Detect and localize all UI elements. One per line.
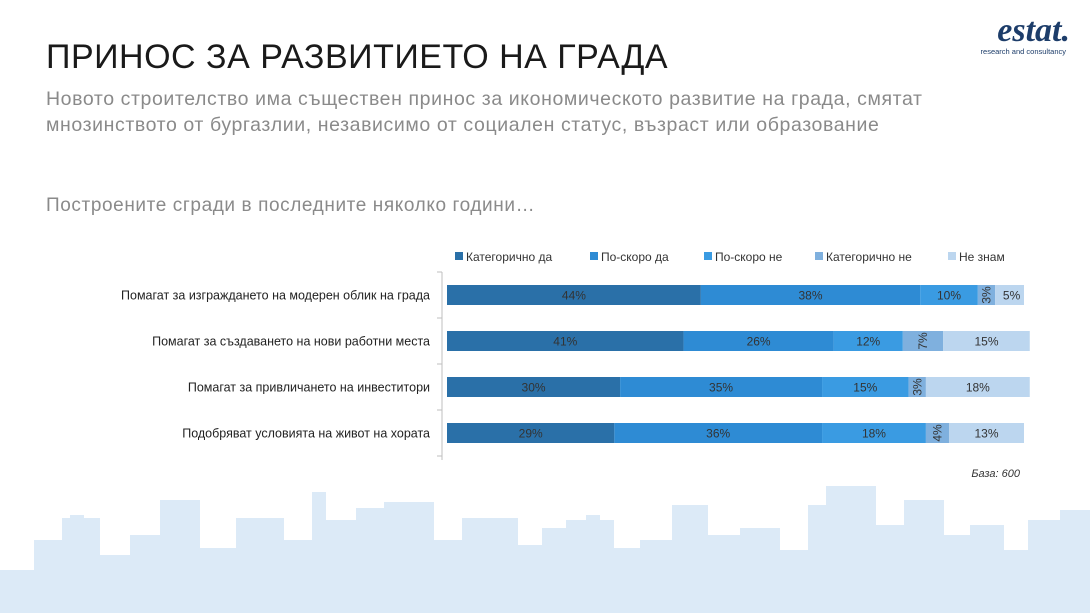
data-label: 13% (974, 427, 998, 441)
bar-segment (700, 285, 921, 305)
data-label: 12% (856, 335, 880, 349)
data-label: 30% (522, 381, 546, 395)
category-label: Помагат за създаването на нови работни м… (152, 335, 430, 349)
data-label: 7% (916, 332, 930, 350)
category-label: Подобряват условията на живот на хората (182, 427, 430, 441)
data-label: 3% (979, 286, 993, 304)
legend-label: Категорично да (466, 250, 552, 264)
data-label: 38% (798, 289, 822, 303)
logo-tagline: research and consultancy (980, 47, 1066, 56)
building-shape (70, 515, 84, 523)
question-text: Построените сгради в последните няколко … (46, 195, 536, 216)
bar-segment (447, 285, 701, 305)
data-label: 41% (553, 335, 577, 349)
data-label: 44% (562, 289, 586, 303)
legend-swatch (590, 252, 598, 260)
category-label: Помагат за привличането на инвеститори (188, 381, 430, 395)
estat-logo: estat. research and consultancy (960, 12, 1070, 57)
building-shape (356, 508, 386, 613)
bar-segment (948, 423, 1024, 443)
legend-label: По-скоро не (715, 250, 783, 264)
data-label: 3% (910, 378, 924, 396)
page-title: ПРИНОС ЗА РАЗВИТИЕТО НА ГРАДА (46, 38, 669, 76)
building-shape (1060, 510, 1090, 613)
building-shape (826, 486, 876, 613)
bar-segment (925, 377, 1030, 397)
data-label: 18% (862, 427, 886, 441)
data-label: 29% (519, 427, 543, 441)
legend-swatch (815, 252, 823, 260)
category-label: Помагат за изграждането на модерен облик… (121, 289, 430, 303)
bar-segment (902, 331, 944, 351)
bar-segment (822, 423, 926, 443)
legend-swatch (704, 252, 712, 260)
data-label: 26% (747, 335, 771, 349)
building-shape (808, 505, 828, 613)
ground-strip (0, 596, 1090, 613)
legend-label: По-скоро да (601, 250, 669, 264)
bar-segment (447, 423, 615, 443)
legend-swatch (455, 252, 463, 260)
bar-segment (995, 285, 1024, 305)
bar-segment (614, 423, 823, 443)
bar-segment (683, 331, 834, 351)
building-shape (672, 505, 708, 613)
legend-label: Категорично не (826, 250, 912, 264)
building-shape (160, 500, 200, 613)
data-label: 5% (1003, 289, 1021, 303)
logo-name: estat. (997, 12, 1070, 49)
data-label: 35% (709, 381, 733, 395)
data-label: 4% (930, 424, 944, 442)
bar-segment (447, 331, 684, 351)
data-label: 10% (937, 289, 961, 303)
bar-segment (920, 285, 978, 305)
building-shape (384, 502, 434, 613)
data-label: 36% (706, 427, 730, 441)
base-note: База: 600 (971, 468, 1020, 480)
legend-label: Не знам (959, 250, 1005, 264)
data-label: 18% (966, 381, 990, 395)
page-subtitle: Новото строителство има съществен принос… (46, 88, 923, 136)
bar-segment (833, 331, 903, 351)
bar-segment (943, 331, 1030, 351)
bar-segment (977, 285, 996, 305)
building-shape (904, 500, 944, 613)
bar-segment (822, 377, 909, 397)
legend-swatch (948, 252, 956, 260)
data-label: 15% (974, 335, 998, 349)
bar-segment (908, 377, 926, 397)
bar-segment (620, 377, 823, 397)
bar-segment (925, 423, 949, 443)
data-label: 15% (853, 381, 877, 395)
bar-segment (447, 377, 621, 397)
building-shape (586, 515, 600, 520)
